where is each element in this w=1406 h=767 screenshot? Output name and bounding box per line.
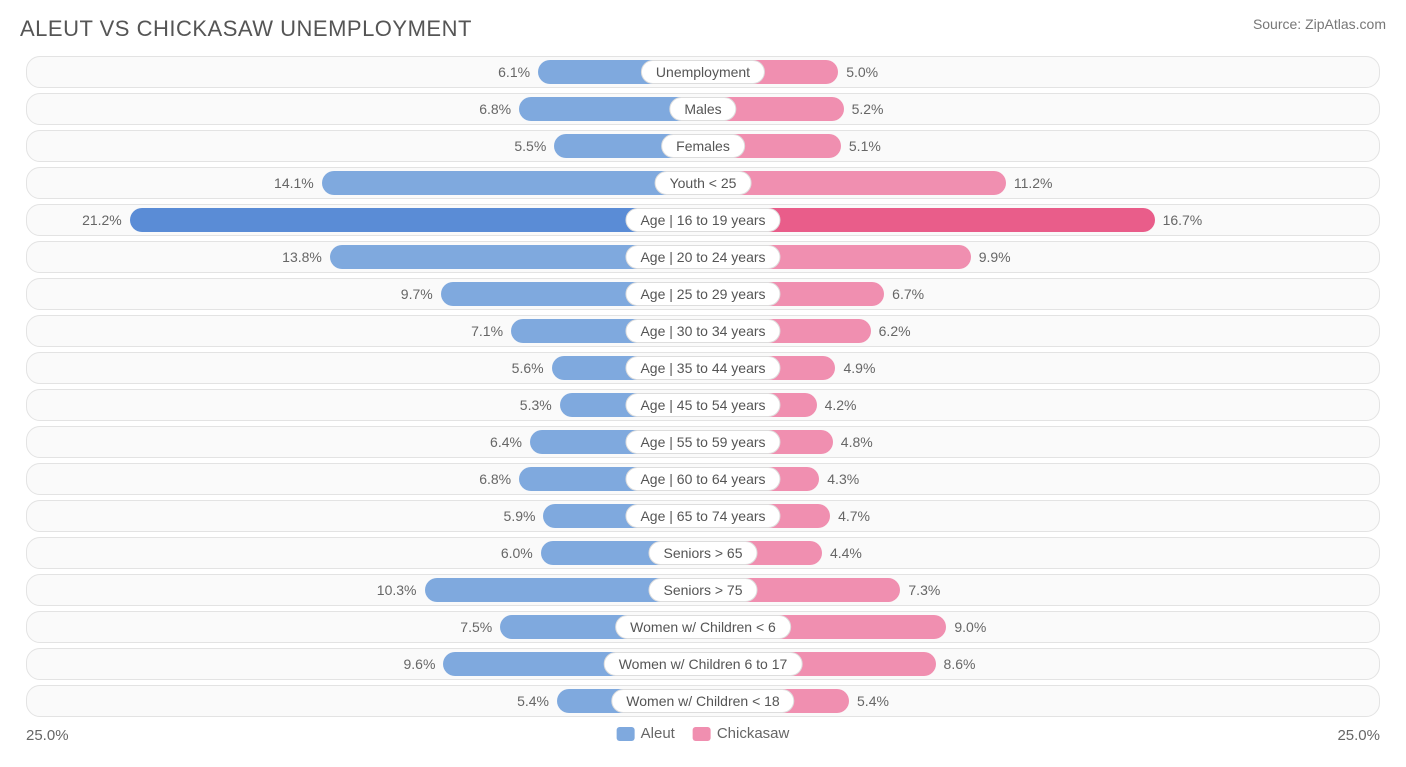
bar-left: [322, 171, 703, 195]
axis-max-right: 25.0%: [1337, 727, 1380, 744]
chart-row: 9.7% 6.7% Age | 25 to 29 years: [26, 278, 1380, 310]
value-left: 5.9%: [504, 501, 536, 531]
value-left: 21.2%: [82, 205, 122, 235]
chart-row: 5.4% 5.4% Women w/ Children < 18: [26, 685, 1380, 717]
value-left: 6.0%: [501, 538, 533, 568]
legend-swatch-left: [617, 727, 635, 741]
category-label: Males: [669, 97, 736, 121]
chart-row: 7.5% 9.0% Women w/ Children < 6: [26, 611, 1380, 643]
chart-row: 6.8% 4.3% Age | 60 to 64 years: [26, 463, 1380, 495]
axis-max-left: 25.0%: [26, 727, 69, 744]
category-label: Seniors > 75: [649, 578, 758, 602]
chart-row: 5.5% 5.1% Females: [26, 130, 1380, 162]
value-left: 9.6%: [404, 649, 436, 679]
category-label: Females: [661, 134, 745, 158]
category-label: Age | 35 to 44 years: [625, 356, 780, 380]
value-right: 5.0%: [846, 57, 878, 87]
chart-source: Source: ZipAtlas.com: [1253, 16, 1386, 32]
value-right: 4.3%: [827, 464, 859, 494]
chart-row: 5.6% 4.9% Age | 35 to 44 years: [26, 352, 1380, 384]
chart-row: 21.2% 16.7% Age | 16 to 19 years: [26, 204, 1380, 236]
chart-row: 7.1% 6.2% Age | 30 to 34 years: [26, 315, 1380, 347]
value-left: 7.1%: [471, 316, 503, 346]
value-right: 4.8%: [841, 427, 873, 457]
value-left: 6.8%: [479, 94, 511, 124]
legend-swatch-right: [693, 727, 711, 741]
value-right: 5.2%: [852, 94, 884, 124]
value-right: 6.2%: [879, 316, 911, 346]
value-left: 6.4%: [490, 427, 522, 457]
value-right: 7.3%: [908, 575, 940, 605]
chart-legend: Aleut Chickasaw: [617, 725, 790, 742]
legend-label-right: Chickasaw: [717, 725, 790, 742]
category-label: Age | 25 to 29 years: [625, 282, 780, 306]
chart-row: 6.8% 5.2% Males: [26, 93, 1380, 125]
chart-row: 5.3% 4.2% Age | 45 to 54 years: [26, 389, 1380, 421]
value-left: 9.7%: [401, 279, 433, 309]
value-left: 6.1%: [498, 57, 530, 87]
category-label: Youth < 25: [655, 171, 752, 195]
value-left: 5.6%: [512, 353, 544, 383]
chart-row: 6.1% 5.0% Unemployment: [26, 56, 1380, 88]
value-right: 4.4%: [830, 538, 862, 568]
category-label: Women w/ Children 6 to 17: [604, 652, 803, 676]
legend-item-left: Aleut: [617, 725, 675, 742]
value-left: 5.4%: [517, 686, 549, 716]
chart-title: ALEUT VS CHICKASAW UNEMPLOYMENT: [20, 16, 472, 42]
value-right: 11.2%: [1014, 168, 1053, 198]
category-label: Women w/ Children < 6: [615, 615, 791, 639]
chart-row: 6.4% 4.8% Age | 55 to 59 years: [26, 426, 1380, 458]
category-label: Women w/ Children < 18: [611, 689, 794, 713]
value-left: 14.1%: [274, 168, 314, 198]
chart-header: ALEUT VS CHICKASAW UNEMPLOYMENT Source: …: [20, 16, 1386, 42]
value-right: 9.9%: [979, 242, 1011, 272]
category-label: Age | 16 to 19 years: [625, 208, 780, 232]
value-right: 16.7%: [1163, 205, 1203, 235]
value-left: 6.8%: [479, 464, 511, 494]
value-left: 13.8%: [282, 242, 322, 272]
value-right: 9.0%: [954, 612, 986, 642]
chart-row: 6.0% 4.4% Seniors > 65: [26, 537, 1380, 569]
chart-row: 14.1% 11.2% Youth < 25: [26, 167, 1380, 199]
chart-row: 9.6% 8.6% Women w/ Children 6 to 17: [26, 648, 1380, 680]
category-label: Unemployment: [641, 60, 765, 84]
legend-item-right: Chickasaw: [693, 725, 790, 742]
value-left: 5.3%: [520, 390, 552, 420]
chart-row: 5.9% 4.7% Age | 65 to 74 years: [26, 500, 1380, 532]
category-label: Seniors > 65: [649, 541, 758, 565]
value-left: 7.5%: [460, 612, 492, 642]
value-right: 4.7%: [838, 501, 870, 531]
value-right: 8.6%: [944, 649, 976, 679]
category-label: Age | 20 to 24 years: [625, 245, 780, 269]
chart-rows: 6.1% 5.0% Unemployment 6.8% 5.2% Males 5.5% 5.1…: [26, 56, 1380, 717]
category-label: Age | 60 to 64 years: [625, 467, 780, 491]
category-label: Age | 30 to 34 years: [625, 319, 780, 343]
category-label: Age | 45 to 54 years: [625, 393, 780, 417]
value-left: 10.3%: [377, 575, 417, 605]
value-right: 5.4%: [857, 686, 889, 716]
chart-row: 10.3% 7.3% Seniors > 75: [26, 574, 1380, 606]
value-right: 4.9%: [843, 353, 875, 383]
value-right: 5.1%: [849, 131, 881, 161]
value-right: 6.7%: [892, 279, 924, 309]
value-right: 4.2%: [825, 390, 857, 420]
value-left: 5.5%: [514, 131, 546, 161]
chart-footer: 25.0% Aleut Chickasaw 25.0%: [20, 723, 1386, 751]
legend-label-left: Aleut: [641, 725, 675, 742]
bar-left: [130, 208, 703, 232]
chart-row: 13.8% 9.9% Age | 20 to 24 years: [26, 241, 1380, 273]
category-label: Age | 65 to 74 years: [625, 504, 780, 528]
category-label: Age | 55 to 59 years: [625, 430, 780, 454]
